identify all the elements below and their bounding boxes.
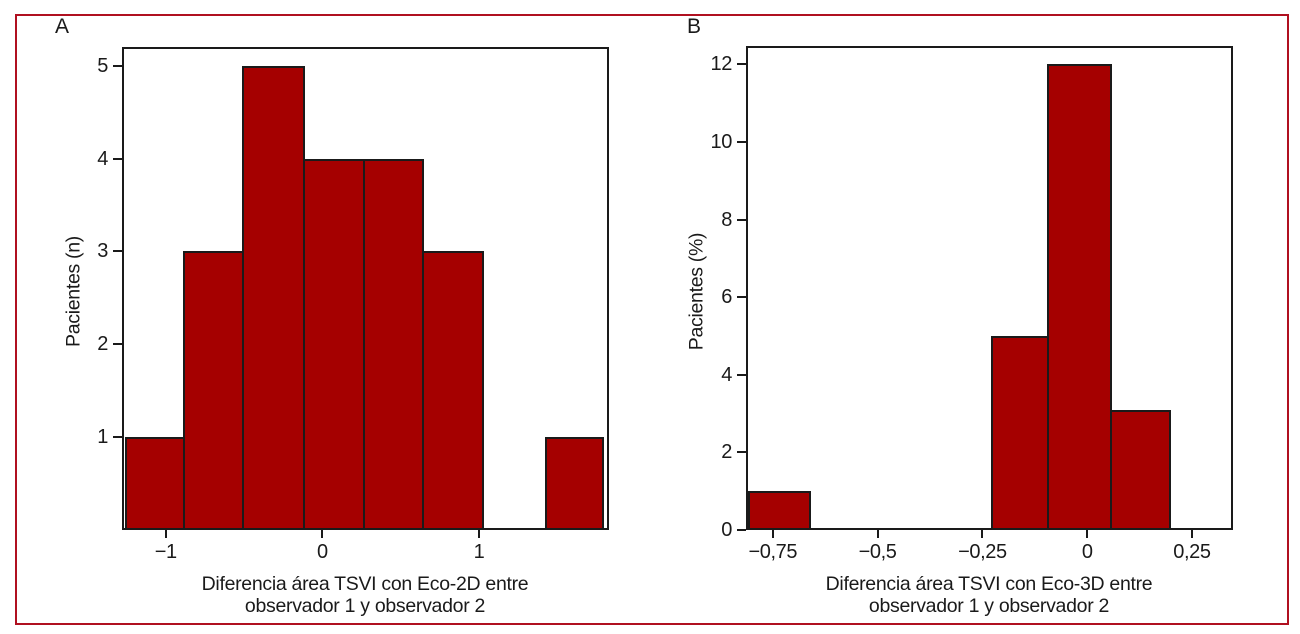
y-tick-mark: [737, 63, 746, 66]
y-tick-label: 4: [721, 363, 732, 386]
panel-letter-b: B: [687, 15, 701, 38]
histogram-bar: [1110, 409, 1171, 530]
histogram-bar: [242, 65, 306, 530]
x-tick-mark: [164, 530, 167, 538]
x-tick-mark: [1086, 530, 1089, 538]
x-axis-title-a-line1: Diferencia área TSVI con Eco-2D entre: [201, 573, 529, 595]
y-tick-mark: [113, 343, 122, 346]
histogram-bar: [747, 491, 811, 530]
y-tick-mark: [113, 250, 122, 253]
y-tick-label: 10: [710, 130, 733, 153]
y-tick-label: 6: [721, 286, 732, 309]
y-tick-label: 0: [721, 519, 732, 541]
x-tick-label: 0: [317, 541, 328, 563]
x-tick-label: −0,5: [858, 541, 897, 563]
y-tick-mark: [737, 373, 746, 376]
y-tick-mark: [737, 218, 746, 221]
x-tick-label: 1: [473, 541, 485, 563]
x-tick-label: −0,75: [748, 541, 798, 563]
panel-letter-a: A: [55, 15, 69, 38]
x-axis-title-b: Diferencia área TSVI con Eco-3D entre ob…: [739, 573, 1239, 617]
x-axis-title-b-line1: Diferencia área TSVI con Eco-3D entre: [825, 573, 1153, 595]
y-tick-mark: [737, 529, 746, 531]
x-tick-mark: [981, 530, 984, 538]
y-tick-label: 2: [97, 333, 108, 356]
x-tick-mark: [1190, 530, 1193, 538]
x-tick-mark: [771, 530, 774, 538]
y-tick-label: 12: [710, 53, 733, 76]
x-axis-title-a: Diferencia área TSVI con Eco-2D entre ob…: [115, 573, 615, 617]
x-tick-mark: [478, 530, 480, 538]
y-tick-mark: [737, 451, 746, 454]
y-tick-mark: [113, 64, 122, 67]
y-tick-label: 3: [97, 240, 108, 263]
x-axis-title-b-line2: observador 1 y observador 2: [868, 595, 1110, 617]
y-tick-label: 8: [721, 208, 732, 231]
x-tick-label: −1: [154, 541, 177, 563]
histogram-bar: [125, 437, 185, 530]
y-tick-label: 4: [97, 147, 108, 170]
histogram-bar: [1047, 64, 1113, 530]
histogram-bar: [544, 437, 605, 530]
x-axis-title-a-line2: observador 1 y observador 2: [244, 595, 486, 617]
x-tick-mark: [876, 530, 879, 538]
y-tick-mark: [737, 296, 746, 299]
y-tick-mark: [113, 436, 122, 439]
y-tick-label: 5: [97, 54, 108, 77]
y-tick-label: 2: [721, 441, 732, 464]
y-tick-mark: [737, 140, 746, 143]
x-tick-label: 0: [1081, 541, 1093, 563]
histogram-bar: [422, 251, 484, 530]
y-tick-mark: [113, 157, 122, 160]
histogram-bar: [990, 335, 1050, 530]
x-tick-label: −0,25: [958, 541, 1007, 563]
x-tick-mark: [321, 530, 324, 538]
x-tick-label: 0,25: [1173, 541, 1211, 563]
y-tick-label: 1: [97, 426, 108, 449]
